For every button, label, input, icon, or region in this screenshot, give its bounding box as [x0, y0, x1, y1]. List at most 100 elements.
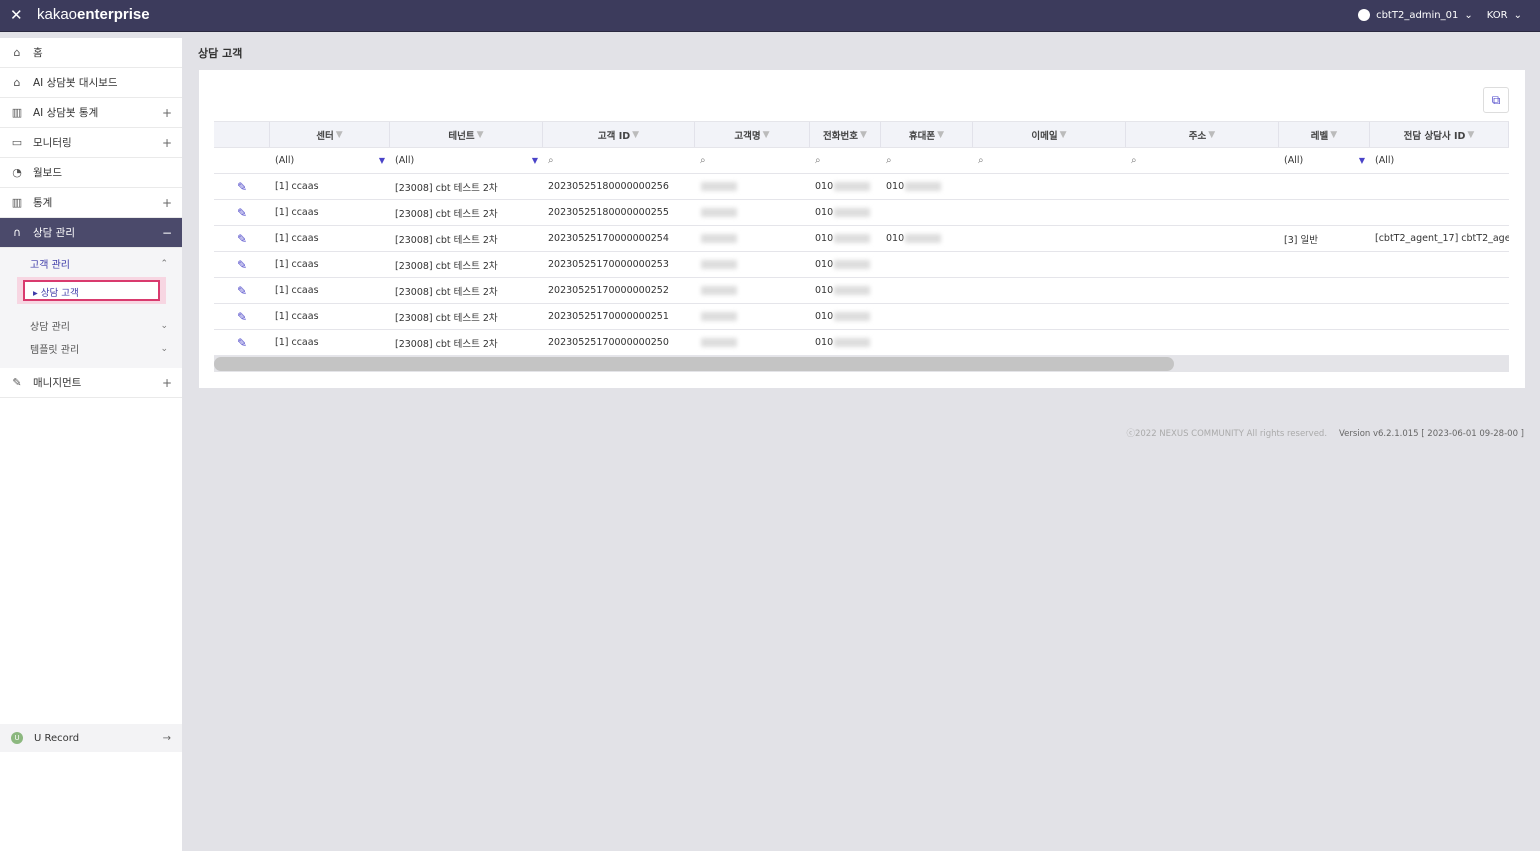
table-row[interactable]: ✎ [1] ccaas [23008] cbt 테스트 2차 202305251… — [214, 304, 1509, 330]
filter-icon[interactable]: ▼ — [937, 129, 945, 140]
user-menu[interactable]: cbtT2_admin_01 — [1376, 9, 1459, 21]
cell-tenant: [23008] cbt 테스트 2차 — [395, 312, 498, 324]
sidebar-item[interactable]: ◔ 월보드 — [0, 158, 182, 188]
filter-icon[interactable]: ▼ — [632, 129, 640, 140]
filter-icon[interactable]: ▼ — [762, 129, 770, 140]
column-header[interactable]: 고객명 ▼ — [695, 122, 810, 147]
cell-address — [1126, 226, 1279, 251]
cell-address — [1126, 278, 1279, 303]
logo: kakaoenterprise — [37, 6, 150, 23]
edit-icon[interactable]: ✎ — [236, 283, 248, 298]
filter-search[interactable]: ⌕ — [881, 148, 973, 173]
cell-level — [1279, 304, 1370, 329]
cell-level — [1279, 252, 1370, 277]
column-header[interactable]: 전화번호 ▼ — [810, 122, 881, 147]
search-icon: ⌕ — [548, 155, 554, 166]
column-header[interactable]: 전담 상담사 ID ▼ — [1370, 122, 1509, 147]
sidebar-item[interactable]: ▥ AI 상담봇 통계 + — [0, 98, 182, 128]
edit-icon[interactable]: ✎ — [236, 309, 248, 324]
cell-tenant: [23008] cbt 테스트 2차 — [395, 338, 498, 350]
cell-email — [973, 330, 1126, 355]
cell-center: [1] ccaas — [275, 311, 319, 322]
table-row[interactable]: ✎ [1] ccaas [23008] cbt 테스트 2차 202305251… — [214, 330, 1509, 356]
sidebar-item-label: AI 상담봇 대시보드 — [33, 77, 118, 89]
submenu-consult-customer[interactable]: ▸ 상담 고객 — [23, 280, 160, 301]
table-row[interactable]: ✎ [1] ccaas [23008] cbt 테스트 2차 202305251… — [214, 278, 1509, 304]
cell-level — [1279, 330, 1370, 355]
headset-icon: ∩ — [12, 226, 22, 239]
column-header[interactable]: 센터 ▼ — [270, 122, 390, 147]
filter-search[interactable]: ⌕ — [1126, 148, 1279, 173]
report-icon: ✎ — [12, 376, 22, 389]
sidebar-item[interactable]: ∩ 상담 관리 − — [0, 218, 182, 248]
filter-select[interactable]: (All) ▼ — [395, 155, 538, 166]
cell-phone: 010 — [810, 200, 881, 225]
column-header[interactable]: 레벨 ▼ — [1279, 122, 1370, 147]
column-header[interactable]: 휴대폰 ▼ — [881, 122, 973, 147]
sidebar-item[interactable]: ⌂ AI 상담봇 대시보드 — [0, 68, 182, 98]
bar-chart-icon: ▥ — [11, 196, 23, 209]
sidebar-item-management[interactable]: ✎ 매니지먼트 + — [0, 368, 182, 398]
cell-tenant: [23008] cbt 테스트 2차 — [395, 234, 498, 246]
filter-icon[interactable]: ▼ — [860, 129, 867, 140]
filter-icon[interactable]: ▼ — [1059, 129, 1067, 140]
table-row[interactable]: ✎ [1] ccaas [23008] cbt 테스트 2차 202305251… — [214, 200, 1509, 226]
chevron-down-icon: ⌄ — [1464, 9, 1473, 21]
column-header[interactable]: 이메일 ▼ — [973, 122, 1126, 147]
filter-search[interactable]: ⌕ — [973, 148, 1126, 173]
filter-search[interactable]: ⌕ — [695, 148, 810, 173]
excel-export-button[interactable]: ⧉ — [1483, 87, 1509, 113]
close-icon[interactable]: ✕ — [10, 6, 23, 24]
expand-icon: + — [161, 105, 172, 120]
filter-icon[interactable]: ▼ — [1330, 129, 1338, 140]
edit-icon[interactable]: ✎ — [236, 335, 248, 350]
edit-icon[interactable]: ✎ — [236, 179, 248, 194]
cell-level — [1279, 174, 1370, 199]
filter-search[interactable]: ⌕ — [543, 148, 695, 173]
column-header[interactable]: 주소 ▼ — [1126, 122, 1279, 147]
cell-customer-id: 20230525180000000256 — [548, 181, 669, 192]
sidebar-item-label: AI 상담봇 통계 — [33, 107, 99, 119]
column-header[interactable]: 고객 ID ▼ — [543, 122, 695, 147]
cell-mobile: 010 — [881, 174, 973, 199]
edit-icon[interactable]: ✎ — [236, 231, 248, 246]
expand-icon: − — [161, 225, 172, 240]
pie-chart-icon: ◔ — [12, 166, 22, 179]
sidebar-item-u-record[interactable]: U U Record → — [0, 724, 182, 752]
table-row[interactable]: ✎ [1] ccaas [23008] cbt 테스트 2차 202305251… — [214, 226, 1509, 252]
filter-icon[interactable]: ▼ — [1208, 129, 1216, 140]
edit-icon[interactable]: ✎ — [236, 205, 248, 220]
table-row[interactable]: ✎ [1] ccaas [23008] cbt 테스트 2차 202305251… — [214, 252, 1509, 278]
cell-agent — [1370, 174, 1509, 199]
filter-icon[interactable]: ▼ — [476, 129, 484, 140]
filter-icon[interactable]: ▼ — [1467, 129, 1475, 140]
sidebar-item[interactable]: ⌂ 홈 — [0, 38, 182, 68]
edit-icon[interactable]: ✎ — [236, 257, 248, 272]
filter-select[interactable]: (All) ▼ — [275, 155, 385, 166]
language-select[interactable]: KOR — [1486, 9, 1508, 21]
cell-agent: [cbtT2_agent_17] cbtT2_age — [1375, 233, 1509, 244]
sidebar-item-label: 홈 — [33, 47, 43, 59]
sidebar-item[interactable]: ▭ 모니터링 + — [0, 128, 182, 158]
cell-center: [1] ccaas — [275, 259, 319, 270]
monitor-icon: ▭ — [11, 136, 23, 149]
filter-select[interactable]: (All) ▼ — [1284, 155, 1365, 166]
cell-email — [973, 252, 1126, 277]
cell-name — [695, 278, 810, 303]
submenu-customer-management[interactable]: 고객 관리 ⌃ — [30, 258, 168, 272]
column-header[interactable]: 테넌트 ▼ — [390, 122, 543, 147]
filter-search[interactable]: ⌕ — [810, 148, 881, 173]
search-icon: ⌕ — [978, 155, 984, 166]
cell-center: [1] ccaas — [275, 233, 319, 244]
table-row[interactable]: ✎ [1] ccaas [23008] cbt 테스트 2차 202305251… — [214, 174, 1509, 200]
horizontal-scrollbar[interactable] — [214, 356, 1509, 372]
filter-select[interactable]: (All) — [1375, 155, 1395, 166]
submenu-template-management[interactable]: 템플릿 관리 ⌄ — [30, 343, 168, 357]
page-title: 상담 고객 — [198, 47, 243, 60]
customer-grid: 센터 ▼ 테넌트 ▼ 고객 ID ▼ 고객명 ▼ 전화번호 ▼ 휴대폰 ▼ 이메일 ▼ 주소 ▼ 레벨 ▼ 전담 상… — [214, 121, 1509, 372]
submenu-consult-management[interactable]: 상담 관리 ⌄ — [30, 320, 168, 334]
filter-icon[interactable]: ▼ — [335, 129, 343, 140]
scrollbar-thumb[interactable] — [214, 357, 1174, 371]
sidebar-item[interactable]: ▥ 통계 + — [0, 188, 182, 218]
cell-agent — [1370, 330, 1509, 355]
